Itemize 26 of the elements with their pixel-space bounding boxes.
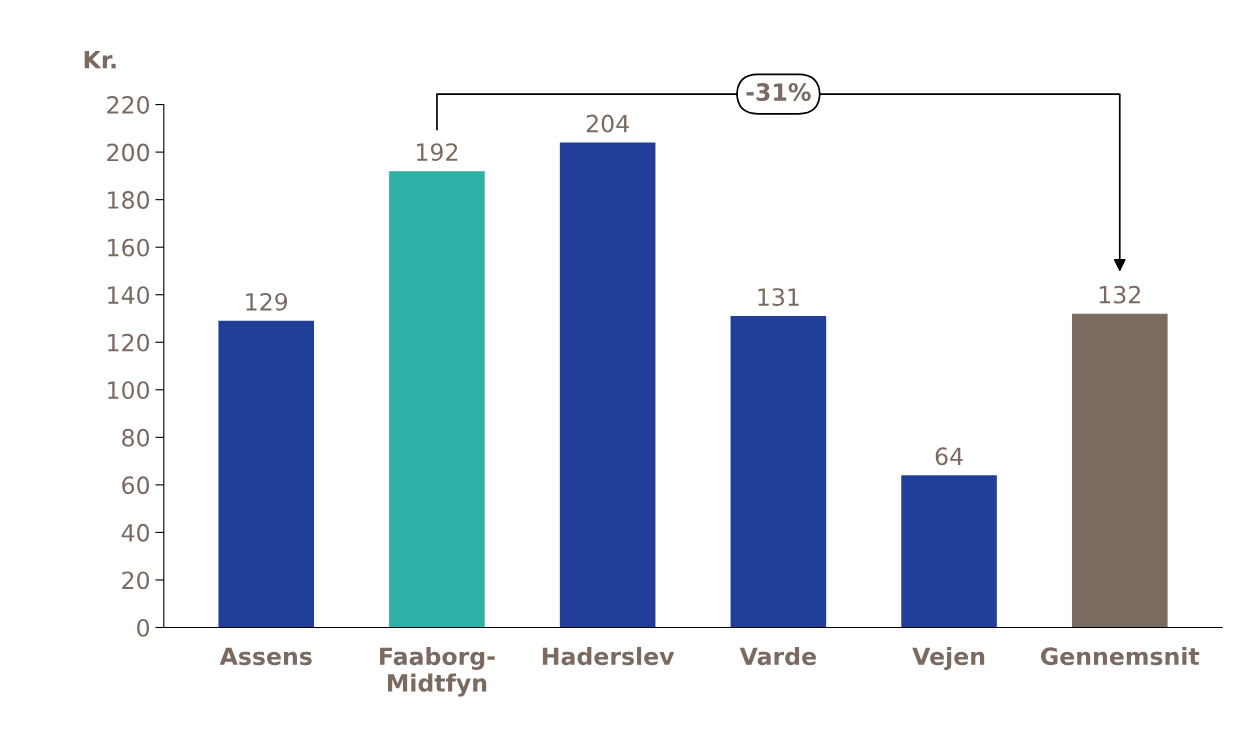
y-tick-label: 160	[108, 238, 150, 257]
y-tick-label: 80	[122, 428, 150, 447]
x-tick-label: Gennemsnit	[1041, 646, 1200, 666]
data-label: 204	[586, 114, 629, 133]
x-tick-label: Vejen	[912, 646, 985, 670]
text: -31%	[746, 83, 811, 101]
x-tick-label: Faaborg- Midtfyn	[380, 646, 495, 697]
y-tick-label: 100	[108, 381, 150, 400]
data-label: 192	[417, 143, 458, 161]
y-tick-label: 60	[122, 476, 150, 495]
y-tick-label: 140	[108, 286, 150, 305]
data-label: 131	[758, 288, 799, 306]
y-tick-label: 0	[137, 618, 150, 637]
data-label: 129	[246, 292, 288, 311]
x-tick-label: Haderslev	[542, 646, 675, 666]
y-tick-label: 20	[122, 571, 150, 590]
y-tick-label: 120	[108, 333, 150, 352]
y-tick-label: 40	[121, 523, 150, 542]
y-tick-label: 200	[107, 143, 150, 162]
data-label: 64	[935, 447, 963, 466]
data-label: 132	[1099, 285, 1140, 304]
y-axis-title: Kr.	[84, 51, 116, 69]
x-tick-label: Assens	[219, 647, 312, 666]
x-tick-label: Varde	[739, 646, 816, 666]
y-tick-label: 220	[107, 96, 150, 114]
y-tick-label: 180	[108, 191, 150, 209]
